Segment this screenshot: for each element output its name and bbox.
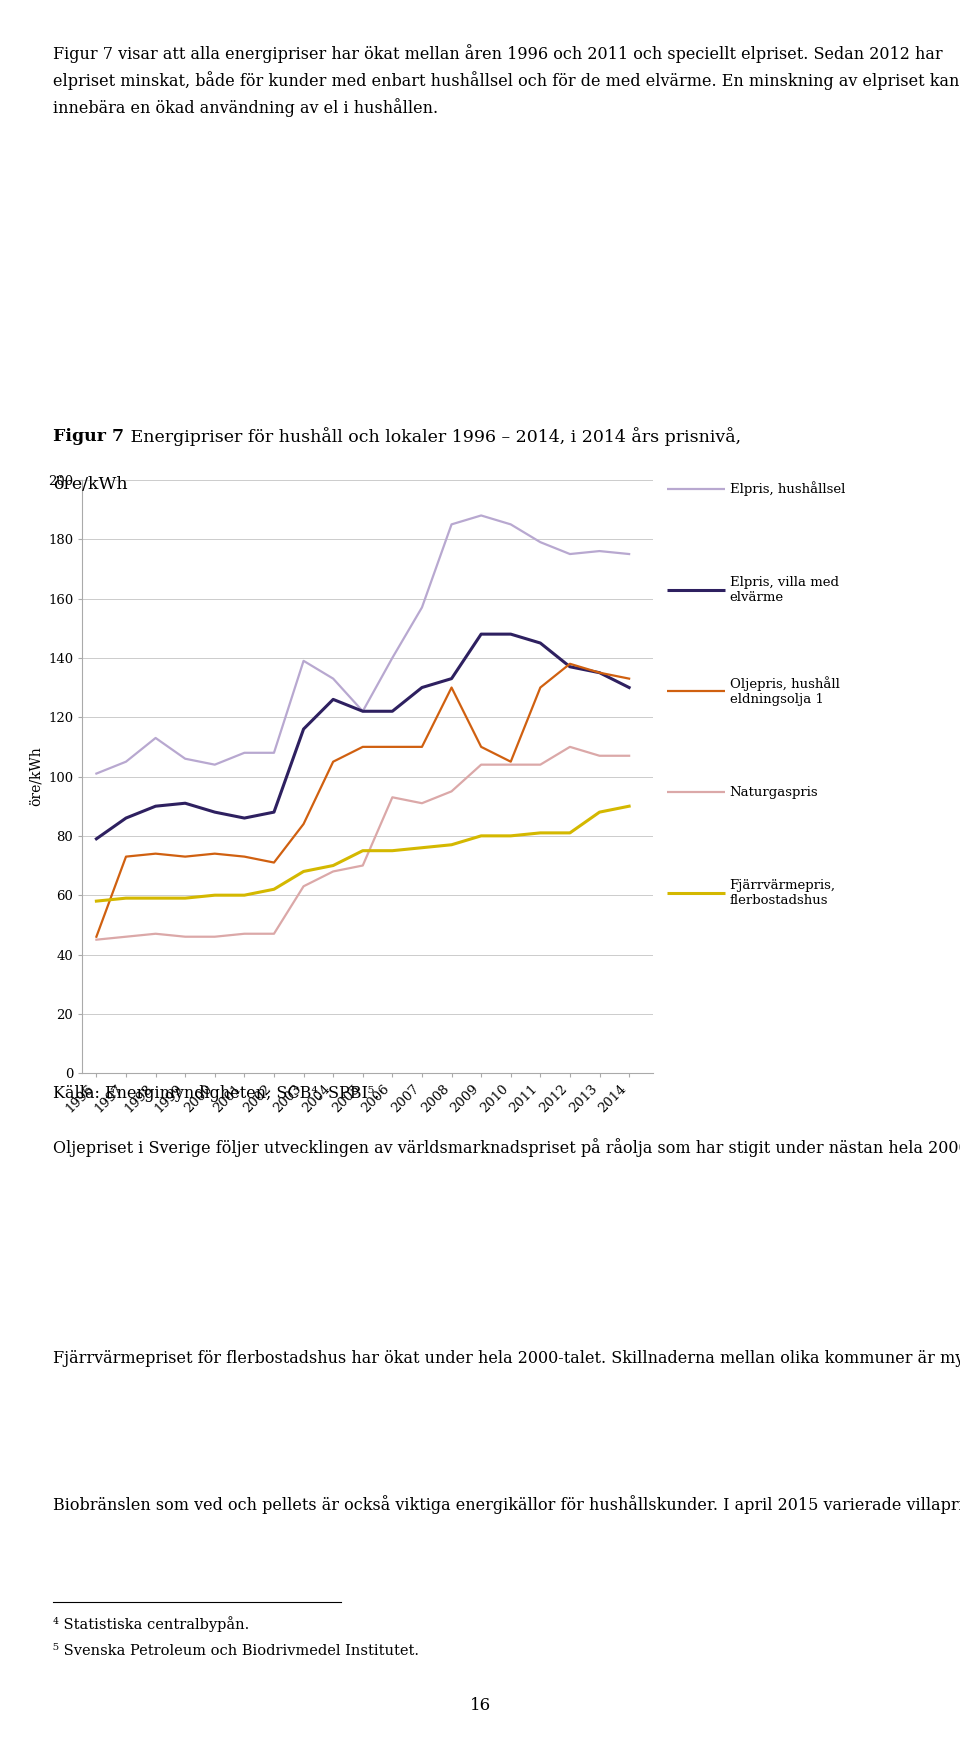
Text: Energipriser för hushåll och lokaler 1996 – 2014, i 2014 års prisnivå,: Energipriser för hushåll och lokaler 199… [125,428,741,447]
Text: Elpris, villa med
elvärme: Elpris, villa med elvärme [730,576,839,604]
Text: Fjärrvärmepris,
flerbostadshus: Fjärrvärmepris, flerbostadshus [730,879,835,907]
Text: ⁴ Statistiska centralbyрån.: ⁴ Statistiska centralbyрån. [53,1616,249,1632]
Text: Oljepris, hushåll
eldningsolja 1: Oljepris, hushåll eldningsolja 1 [730,675,839,707]
Text: Figur 7: Figur 7 [53,428,124,445]
Text: öre/kWh: öre/kWh [53,476,128,494]
Text: Elpris, hushållsel: Elpris, hushållsel [730,482,845,496]
Text: Fjärrvärmepriset för flerbostadshus har ökat under hela 2000-talet. Skillnaderna: Fjärrvärmepriset för flerbostadshus har … [53,1347,960,1366]
Text: Oljepriset i Sverige följer utvecklingen av världsmarknadspriset på råolja som h: Oljepriset i Sverige följer utvecklingen… [53,1138,960,1157]
Text: ⁵ Svenska Petroleum och Biodrivmedel Institutet.: ⁵ Svenska Petroleum och Biodrivmedel Ins… [53,1644,419,1658]
Y-axis label: öre/kWh: öre/kWh [29,747,42,806]
Text: Figur 7 visar att alla energipriser har ökat mellan åren 1996 och 2011 och speci: Figur 7 visar att alla energipriser har … [53,44,959,117]
Text: Naturgaspris: Naturgaspris [730,785,818,799]
Text: Källa: Energimyndigheten, SCB⁴, SPBI⁵.: Källa: Energimyndigheten, SCB⁴, SPBI⁵. [53,1085,379,1103]
Text: 16: 16 [469,1696,491,1714]
Text: Biobränslen som ved och pellets är också viktiga energikällor för hushållskunder: Biobränslen som ved och pellets är också… [53,1495,960,1515]
